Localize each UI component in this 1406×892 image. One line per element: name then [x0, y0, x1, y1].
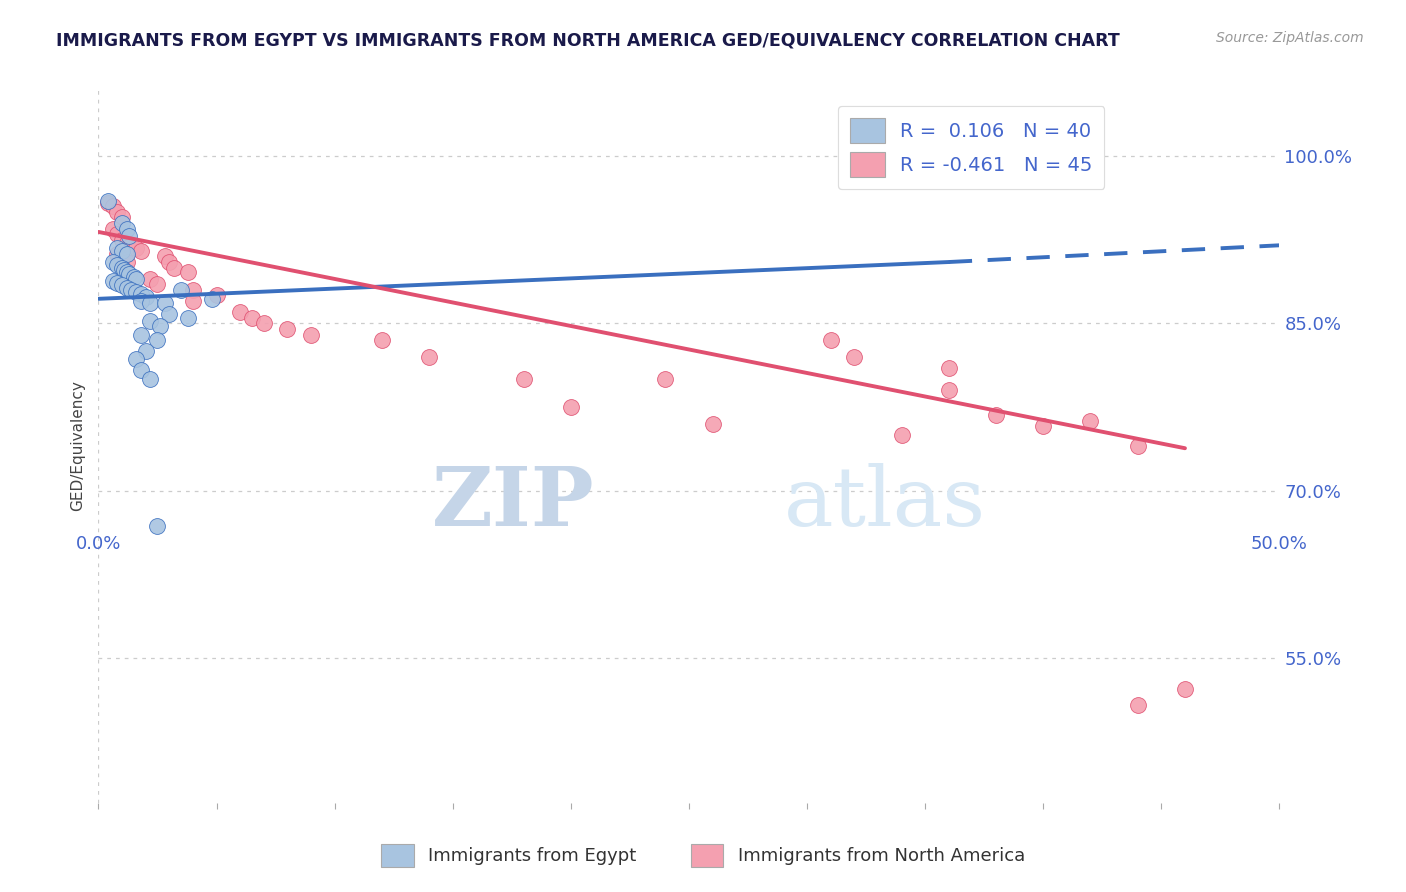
- Point: [512, 372, 534, 386]
- Point: [111, 233, 134, 247]
- Point: [115, 221, 138, 235]
- Point: [177, 310, 200, 325]
- Text: ZIP: ZIP: [432, 463, 595, 543]
- Point: [111, 244, 134, 258]
- Point: [105, 247, 128, 261]
- Point: [654, 372, 676, 386]
- Point: [146, 277, 169, 292]
- Point: [121, 283, 143, 297]
- Point: [1126, 698, 1149, 712]
- Point: [129, 363, 152, 377]
- Point: [105, 259, 128, 273]
- Point: [820, 333, 842, 347]
- Point: [122, 269, 145, 284]
- Point: [115, 265, 138, 279]
- Point: [129, 287, 152, 301]
- Point: [125, 285, 148, 300]
- Point: [118, 229, 141, 244]
- Point: [1032, 419, 1054, 434]
- Point: [125, 272, 148, 286]
- Point: [97, 194, 120, 208]
- Point: [177, 265, 200, 279]
- Point: [112, 263, 135, 277]
- Point: [101, 221, 124, 235]
- Point: [101, 199, 124, 213]
- Point: [157, 308, 180, 322]
- Point: [139, 296, 162, 310]
- Point: [111, 278, 134, 293]
- Point: [139, 372, 162, 386]
- Point: [163, 260, 186, 275]
- Point: [938, 361, 960, 376]
- Point: [129, 327, 152, 342]
- Point: [371, 333, 394, 347]
- Text: 50.0%: 50.0%: [1251, 535, 1308, 553]
- Point: [101, 255, 124, 269]
- Point: [97, 196, 120, 211]
- Point: [1174, 682, 1197, 697]
- Text: atlas: atlas: [783, 463, 986, 543]
- Point: [111, 260, 134, 275]
- Text: 0.0%: 0.0%: [76, 535, 121, 553]
- Point: [115, 236, 138, 251]
- Point: [938, 384, 960, 398]
- Point: [984, 408, 1007, 422]
- Point: [146, 519, 169, 533]
- Point: [115, 281, 138, 295]
- Point: [111, 216, 134, 230]
- Point: [157, 255, 180, 269]
- Legend: Immigrants from Egypt, Immigrants from North America: Immigrants from Egypt, Immigrants from N…: [374, 837, 1032, 874]
- Point: [181, 283, 204, 297]
- Legend: R =  0.106   N = 40, R = -0.461   N = 45: R = 0.106 N = 40, R = -0.461 N = 45: [838, 106, 1104, 189]
- Point: [118, 268, 141, 282]
- Point: [105, 205, 128, 219]
- Point: [229, 305, 252, 319]
- Point: [240, 310, 263, 325]
- Point: [170, 283, 193, 297]
- Point: [418, 350, 440, 364]
- Point: [844, 350, 866, 364]
- Point: [129, 244, 152, 258]
- Point: [135, 290, 157, 304]
- Text: IMMIGRANTS FROM EGYPT VS IMMIGRANTS FROM NORTH AMERICA GED/EQUIVALENCY CORRELATI: IMMIGRANTS FROM EGYPT VS IMMIGRANTS FROM…: [56, 31, 1121, 49]
- Point: [121, 238, 143, 252]
- Point: [253, 317, 276, 331]
- Point: [299, 327, 322, 342]
- Point: [125, 241, 148, 255]
- Point: [205, 288, 228, 302]
- Point: [153, 250, 176, 264]
- Point: [702, 417, 724, 431]
- Point: [111, 211, 134, 225]
- Point: [890, 428, 912, 442]
- Text: Source: ZipAtlas.com: Source: ZipAtlas.com: [1216, 31, 1364, 45]
- Point: [111, 252, 134, 266]
- Point: [125, 352, 148, 367]
- Point: [1080, 415, 1102, 429]
- Point: [560, 400, 582, 414]
- Point: [115, 247, 138, 261]
- Point: [105, 241, 128, 255]
- Point: [139, 272, 162, 286]
- Point: [146, 333, 169, 347]
- Point: [101, 274, 124, 288]
- Point: [115, 255, 138, 269]
- Point: [139, 314, 162, 328]
- Point: [153, 296, 176, 310]
- Point: [276, 322, 298, 336]
- Point: [129, 294, 152, 309]
- Point: [105, 227, 128, 242]
- Point: [105, 277, 128, 291]
- Point: [149, 318, 172, 333]
- Point: [181, 294, 204, 309]
- Y-axis label: GED/Equivalency: GED/Equivalency: [70, 381, 86, 511]
- Point: [201, 292, 224, 306]
- Point: [914, 149, 936, 163]
- Point: [1126, 439, 1149, 453]
- Point: [135, 344, 157, 359]
